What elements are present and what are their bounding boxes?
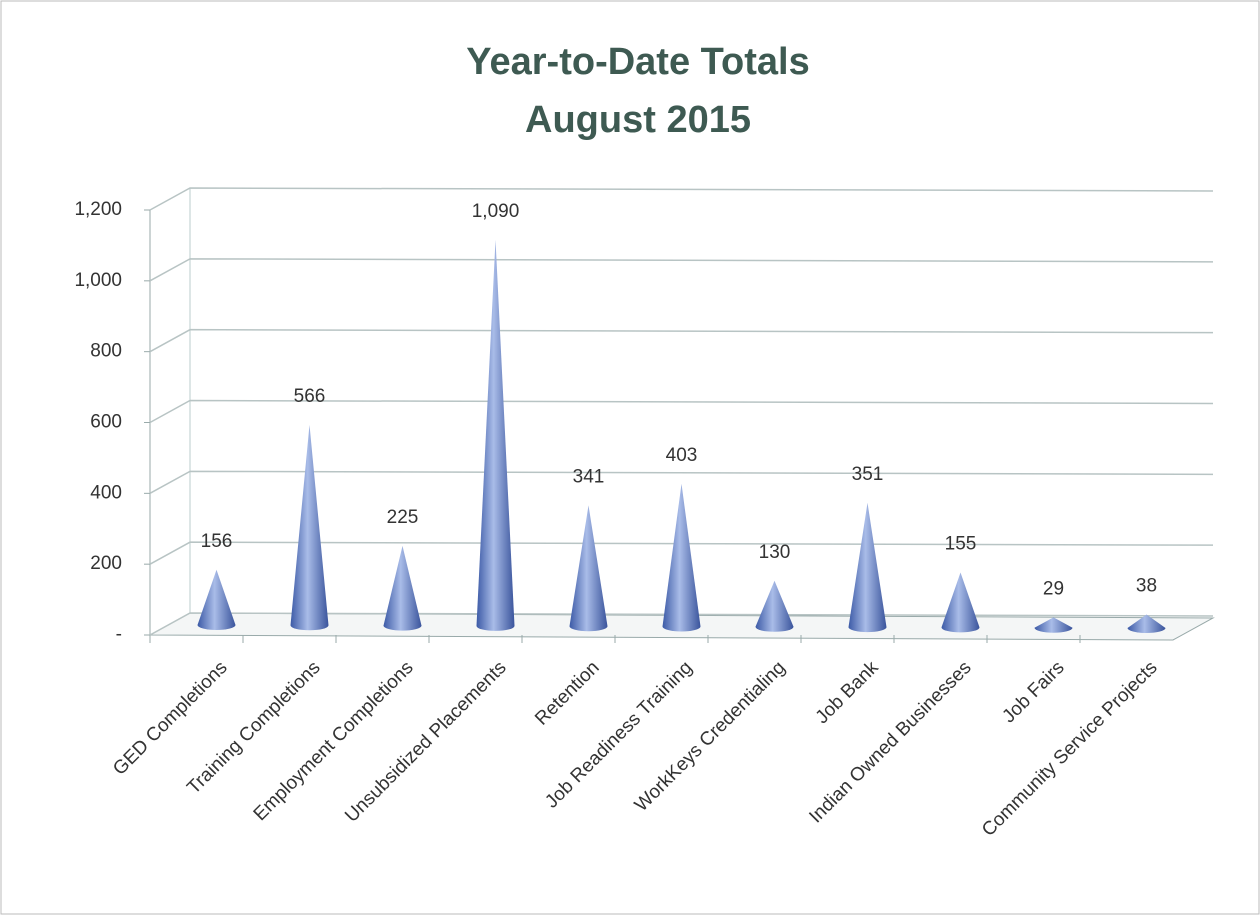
value-label: 351 <box>852 464 884 485</box>
y-tick-label: 200 <box>90 553 122 574</box>
x-tick-label: Job Bank <box>812 657 883 728</box>
grid-line <box>149 470 1214 494</box>
cone <box>476 239 515 631</box>
y-tick-label: 1,200 <box>74 199 122 220</box>
cone <box>569 505 608 632</box>
chart-subtitle: August 2015 <box>525 99 751 141</box>
value-label: 155 <box>945 534 977 555</box>
grid-line <box>149 258 1214 282</box>
grid-line <box>149 187 1214 211</box>
value-label: 29 <box>1043 578 1064 599</box>
chart-title: Year-to-Date Totals <box>466 41 809 83</box>
value-label: 403 <box>666 445 698 466</box>
value-label: 38 <box>1136 576 1157 597</box>
x-tick-label: Unsubsidized Placements <box>341 657 510 826</box>
cone <box>1127 614 1166 633</box>
cone <box>197 569 236 630</box>
value-label: 566 <box>294 386 326 407</box>
cone <box>755 580 794 632</box>
y-tick-label: 600 <box>90 412 122 433</box>
cone <box>848 502 887 633</box>
value-label: 1,090 <box>472 201 520 222</box>
y-tick-label: 800 <box>90 341 122 362</box>
y-tick-label: 1,000 <box>74 270 122 291</box>
grid-line <box>149 399 1214 424</box>
value-label: 130 <box>759 542 791 563</box>
cone <box>1034 617 1073 633</box>
y-tick-label: 400 <box>90 482 122 503</box>
cone <box>662 483 701 632</box>
x-tick-label: Employment Completions <box>250 657 418 825</box>
cone <box>941 572 980 633</box>
x-tick-label: Indian Owned Businesses <box>805 657 975 827</box>
x-tick-label: Job Fairs <box>998 657 1068 727</box>
x-tick-label: Community Service Projects <box>978 657 1162 841</box>
x-tick-label: WorkKeys Credentialing <box>631 657 790 816</box>
value-label: 156 <box>201 531 233 552</box>
value-label: 341 <box>573 466 605 487</box>
grid-line <box>149 328 1214 353</box>
value-label: 225 <box>387 507 419 528</box>
y-tick-label: - <box>116 624 122 645</box>
cone <box>383 545 422 631</box>
cone <box>290 424 329 631</box>
x-tick-label: Retention <box>531 657 603 729</box>
